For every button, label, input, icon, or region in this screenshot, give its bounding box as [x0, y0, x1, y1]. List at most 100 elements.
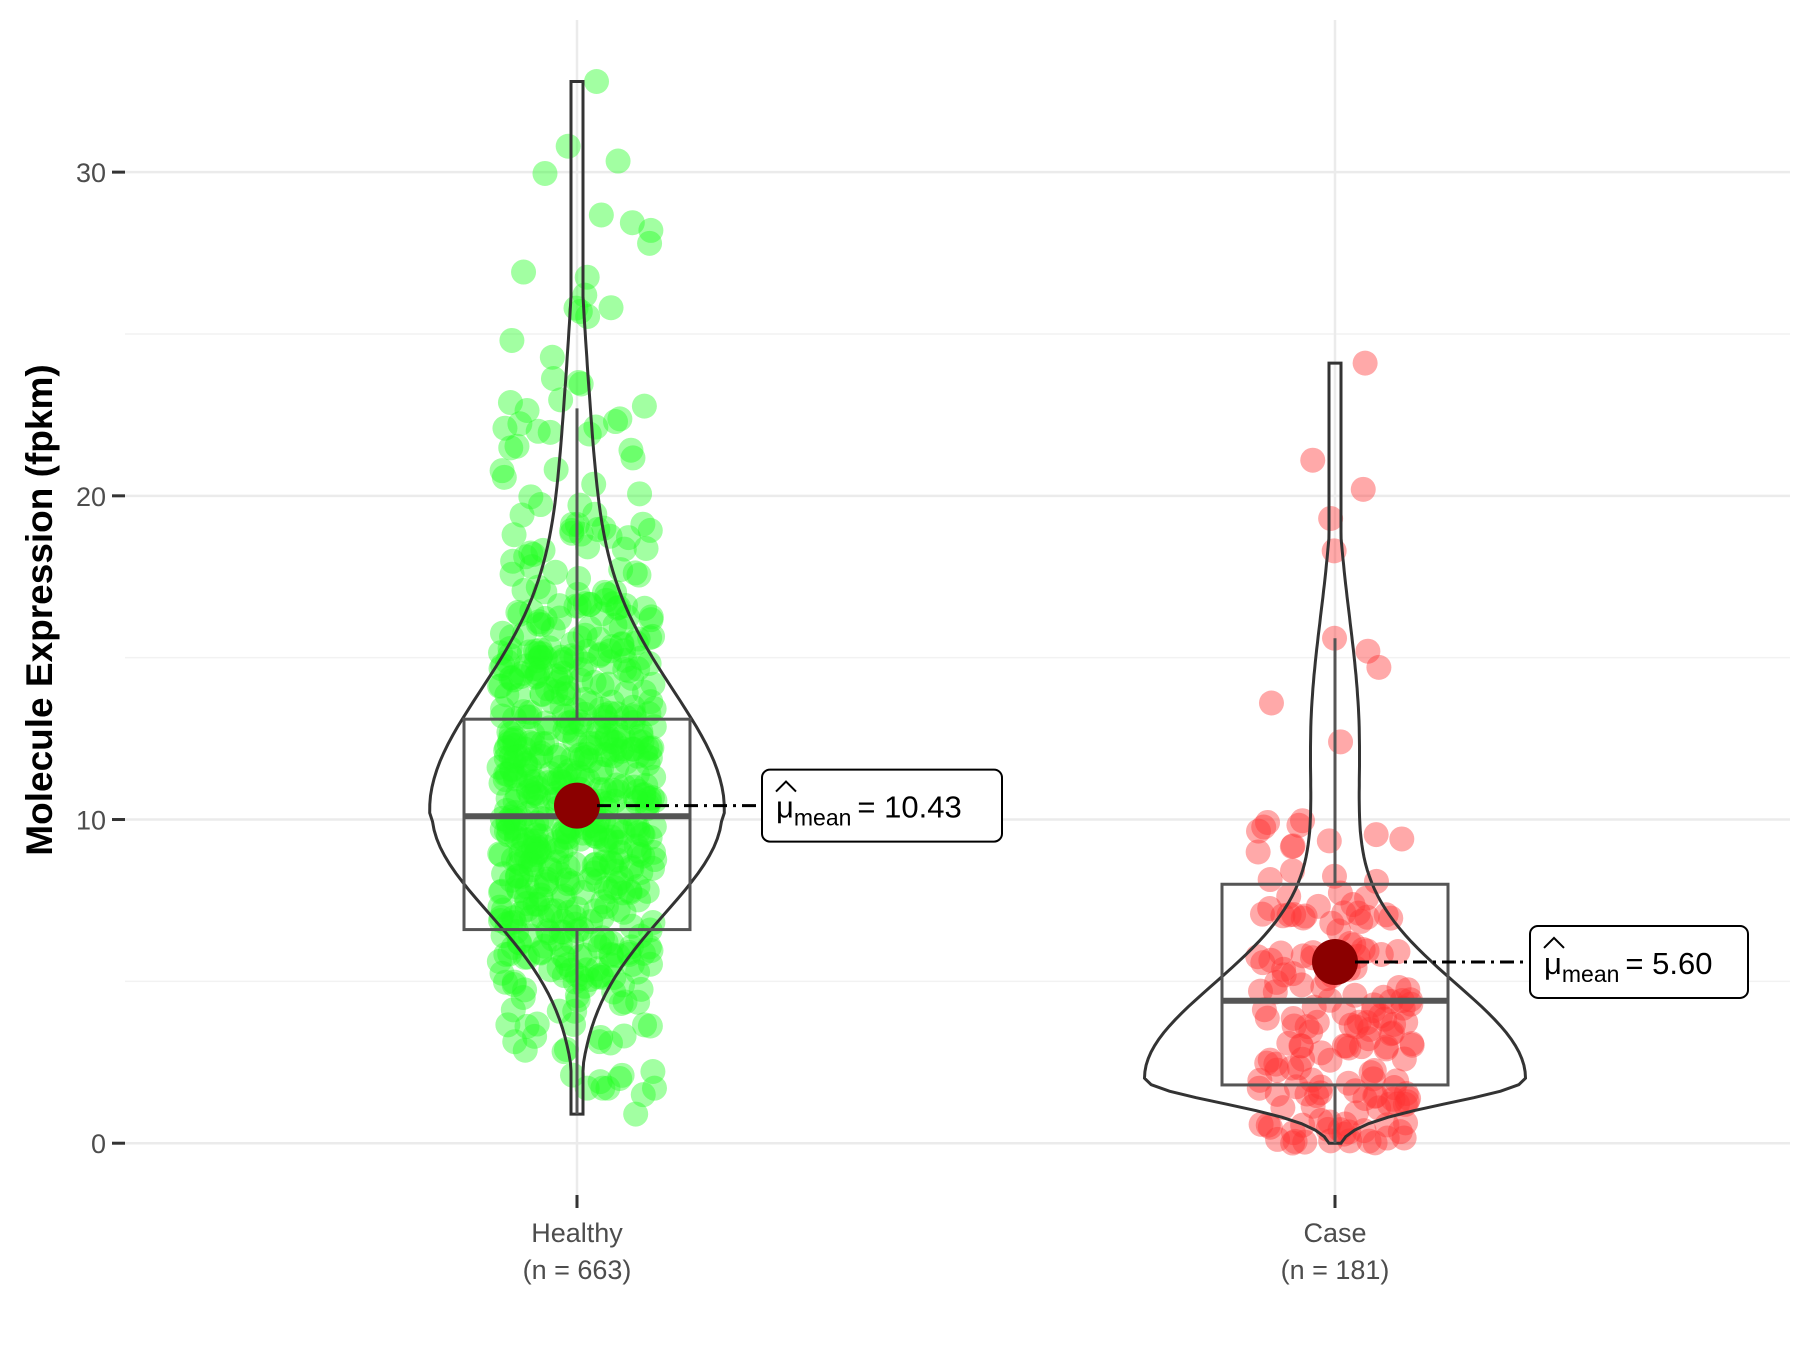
case-point-67 [1257, 867, 1283, 893]
healthy-point-514 [574, 741, 600, 767]
case-point-143 [1360, 998, 1386, 1024]
healthy-point-446 [632, 595, 658, 621]
healthy-point-464 [611, 899, 637, 925]
healthy-point-340 [605, 870, 631, 896]
healthy-point-232 [584, 956, 610, 982]
healthy-point-7 [623, 1101, 649, 1127]
healthy-point-54 [524, 775, 550, 801]
case-point-2 [1350, 476, 1376, 502]
healthy-point-317 [509, 660, 535, 686]
healthy-point-264 [555, 824, 581, 850]
healthy-point-68 [588, 696, 614, 722]
healthy-point-591 [597, 1030, 623, 1056]
healthy-point-114 [498, 867, 524, 893]
healthy-point-657 [540, 926, 566, 952]
case-point-47 [1279, 834, 1305, 860]
x-tick-count-case: (n = 181) [1281, 1255, 1390, 1285]
healthy-point-175 [531, 834, 557, 860]
case-point-107 [1358, 1060, 1384, 1086]
case-point-94 [1331, 1033, 1357, 1059]
healthy-point-561 [581, 852, 607, 878]
healthy-point-367 [633, 772, 659, 798]
healthy-point-356 [581, 471, 607, 497]
healthy-point-145 [529, 612, 555, 638]
healthy-point-164 [552, 762, 578, 788]
case-point-39 [1294, 1014, 1320, 1040]
healthy-point-437 [511, 577, 537, 603]
healthy-point-609 [603, 829, 629, 855]
healthy-point-237 [608, 615, 634, 641]
healthy-point-189 [548, 387, 574, 413]
healthy-point-384 [513, 844, 539, 870]
case-point-6 [1355, 638, 1381, 664]
healthy-point-13 [525, 574, 551, 600]
healthy-point-254 [517, 704, 543, 730]
healthy-point-435 [567, 492, 593, 518]
group-healthy: μmean = 10.43 [428, 69, 1003, 1127]
healthy-point-640 [582, 821, 608, 847]
healthy-point-166 [507, 743, 533, 769]
healthy-point-289 [494, 761, 520, 787]
healthy-point-35 [513, 544, 539, 570]
case-point-178 [1337, 1128, 1363, 1154]
healthy-point-108 [552, 717, 578, 743]
healthy-point-22 [595, 671, 621, 697]
healthy-point-469 [490, 696, 516, 722]
case-point-119 [1280, 1130, 1306, 1156]
case-point-176 [1395, 977, 1421, 1003]
healthy-point-594 [631, 679, 657, 705]
healthy-point-351 [625, 743, 651, 769]
case-point-0 [1352, 350, 1378, 376]
healthy-point-531 [628, 645, 654, 671]
case-point-140 [1354, 904, 1380, 930]
case-point-146 [1255, 809, 1281, 835]
healthy-point-76 [587, 643, 613, 669]
healthy-point-318 [568, 521, 594, 547]
healthy-point-543 [506, 930, 532, 956]
healthy-point-64 [612, 989, 638, 1015]
y-tick-label-10: 10 [76, 806, 106, 836]
healthy-point-301 [524, 640, 550, 666]
case-point-21 [1384, 1068, 1410, 1094]
healthy-mean-point [554, 782, 600, 829]
healthy-hat-icon [775, 780, 797, 793]
healthy-point-4 [572, 282, 598, 308]
healthy-point-217 [548, 919, 574, 945]
healthy-point-407 [546, 955, 572, 981]
healthy-point-65 [605, 847, 631, 873]
healthy-point-388 [582, 823, 608, 849]
healthy-point-465 [512, 1037, 538, 1063]
healthy-point-135 [631, 393, 657, 419]
healthy-point-319 [572, 591, 598, 617]
healthy-point-117 [574, 1075, 600, 1101]
healthy-point-618 [606, 722, 632, 748]
healthy-point-285 [582, 898, 608, 924]
healthy-point-411 [552, 945, 578, 971]
case-point-31 [1247, 978, 1273, 1004]
healthy-point-391 [532, 160, 558, 186]
case-point-56 [1298, 1019, 1324, 1045]
case-point-114 [1354, 1010, 1380, 1036]
healthy-point-616 [632, 1012, 658, 1038]
case-point-152 [1396, 1085, 1422, 1111]
case-point-17 [1280, 858, 1306, 884]
healthy-point-127 [625, 874, 651, 900]
healthy-point-455 [546, 742, 572, 768]
healthy-point-556 [597, 878, 623, 904]
healthy-point-261 [500, 905, 526, 931]
healthy-point-330 [496, 719, 522, 745]
healthy-point-335 [555, 681, 581, 707]
healthy-point-456 [547, 593, 573, 619]
healthy-point-169 [610, 736, 636, 762]
healthy-point-619 [555, 710, 581, 736]
healthy-point-625 [621, 702, 647, 728]
healthy-point-451 [545, 669, 571, 695]
healthy-point-38 [508, 900, 534, 926]
case-point-20 [1338, 1012, 1364, 1038]
healthy-point-55 [637, 517, 663, 543]
healthy-point-431 [529, 682, 555, 708]
healthy-point-497 [592, 742, 618, 768]
case-point-174 [1290, 905, 1316, 931]
healthy-point-612 [594, 827, 620, 853]
healthy-point-156 [543, 744, 569, 770]
